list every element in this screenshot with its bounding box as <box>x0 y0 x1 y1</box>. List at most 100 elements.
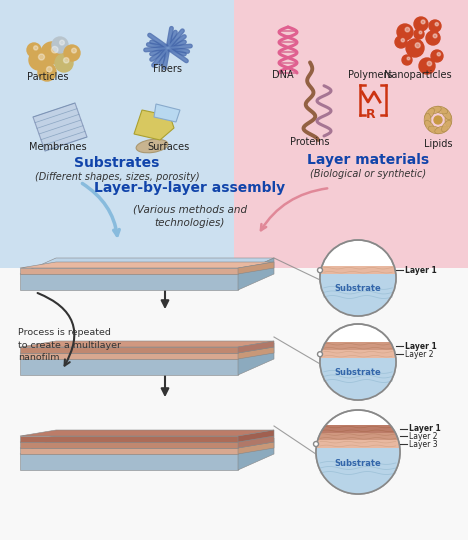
Text: Process is repeated
to create a multilayer
nanofilm: Process is repeated to create a multilay… <box>18 328 121 362</box>
Polygon shape <box>320 342 396 350</box>
Polygon shape <box>320 358 396 400</box>
Circle shape <box>419 58 435 74</box>
Polygon shape <box>20 347 238 353</box>
Circle shape <box>27 43 41 57</box>
Circle shape <box>397 24 413 40</box>
Circle shape <box>414 17 428 31</box>
Circle shape <box>38 54 44 60</box>
Text: Proteins: Proteins <box>290 137 330 147</box>
Polygon shape <box>238 442 274 454</box>
Circle shape <box>317 352 322 357</box>
Text: Particles: Particles <box>27 72 69 82</box>
Ellipse shape <box>424 113 431 127</box>
Circle shape <box>435 23 439 26</box>
Ellipse shape <box>435 106 448 114</box>
Polygon shape <box>238 258 274 290</box>
Text: Layer 2: Layer 2 <box>409 432 438 441</box>
Circle shape <box>317 268 322 273</box>
Ellipse shape <box>435 126 448 134</box>
Polygon shape <box>20 448 238 454</box>
Circle shape <box>41 42 63 64</box>
Text: Polymers: Polymers <box>348 70 392 80</box>
Circle shape <box>434 116 442 124</box>
Polygon shape <box>154 104 180 122</box>
Polygon shape <box>238 262 274 274</box>
Polygon shape <box>238 436 274 448</box>
Polygon shape <box>238 438 274 470</box>
Bar <box>0 0 234 268</box>
Circle shape <box>429 20 441 32</box>
Ellipse shape <box>445 113 452 127</box>
Circle shape <box>59 40 65 45</box>
Polygon shape <box>320 274 396 316</box>
Polygon shape <box>20 430 274 436</box>
Ellipse shape <box>425 120 434 132</box>
Circle shape <box>421 20 425 24</box>
Circle shape <box>426 31 440 45</box>
Ellipse shape <box>428 126 441 134</box>
Circle shape <box>34 46 38 50</box>
Bar <box>234 0 468 268</box>
Text: Lipids: Lipids <box>424 139 452 149</box>
Polygon shape <box>20 436 238 442</box>
Circle shape <box>320 324 396 400</box>
Circle shape <box>51 46 58 53</box>
Text: Substrates: Substrates <box>74 156 160 170</box>
Text: Layer 1: Layer 1 <box>409 424 441 434</box>
Polygon shape <box>20 353 238 359</box>
Polygon shape <box>238 343 274 375</box>
Ellipse shape <box>136 139 168 153</box>
Polygon shape <box>320 350 396 358</box>
Polygon shape <box>20 436 274 442</box>
Circle shape <box>316 410 400 494</box>
Polygon shape <box>20 438 274 454</box>
Text: Layer 2: Layer 2 <box>405 350 433 359</box>
Polygon shape <box>20 343 274 359</box>
Circle shape <box>406 39 424 57</box>
Circle shape <box>437 52 440 56</box>
Text: Layer 1: Layer 1 <box>405 266 437 275</box>
Polygon shape <box>20 454 238 470</box>
Circle shape <box>395 36 407 48</box>
Polygon shape <box>316 440 400 448</box>
Text: Substrate: Substrate <box>335 368 381 377</box>
Polygon shape <box>20 359 238 375</box>
Circle shape <box>407 57 410 60</box>
Circle shape <box>55 54 73 72</box>
Text: Layer materials: Layer materials <box>307 153 429 167</box>
Circle shape <box>402 55 412 65</box>
Circle shape <box>401 38 404 42</box>
Circle shape <box>415 43 420 48</box>
Polygon shape <box>134 110 174 140</box>
Ellipse shape <box>442 108 451 120</box>
Text: Surfaces: Surfaces <box>147 142 189 152</box>
Polygon shape <box>316 448 400 494</box>
Circle shape <box>419 31 422 34</box>
Text: DNA: DNA <box>272 70 294 80</box>
Circle shape <box>314 442 319 447</box>
Circle shape <box>414 29 424 39</box>
Polygon shape <box>20 258 274 274</box>
Polygon shape <box>20 274 238 290</box>
Text: R: R <box>366 107 376 120</box>
Circle shape <box>427 62 431 66</box>
Circle shape <box>52 37 68 53</box>
Text: (Different shapes, sizes, porosity): (Different shapes, sizes, porosity) <box>35 172 199 182</box>
Polygon shape <box>20 347 274 353</box>
Text: Layer-by-layer assembly: Layer-by-layer assembly <box>95 181 285 195</box>
Circle shape <box>64 58 69 63</box>
Polygon shape <box>20 442 274 448</box>
Circle shape <box>46 66 52 72</box>
Circle shape <box>38 63 56 81</box>
Ellipse shape <box>425 108 434 120</box>
Polygon shape <box>20 262 274 268</box>
Circle shape <box>29 50 49 70</box>
Ellipse shape <box>442 120 451 132</box>
Polygon shape <box>20 442 238 448</box>
Polygon shape <box>238 347 274 359</box>
Text: (Biological or synthetic): (Biological or synthetic) <box>310 169 426 179</box>
Polygon shape <box>20 268 238 274</box>
Circle shape <box>433 34 437 38</box>
Bar <box>0 268 468 540</box>
Text: Substrate: Substrate <box>335 459 381 468</box>
